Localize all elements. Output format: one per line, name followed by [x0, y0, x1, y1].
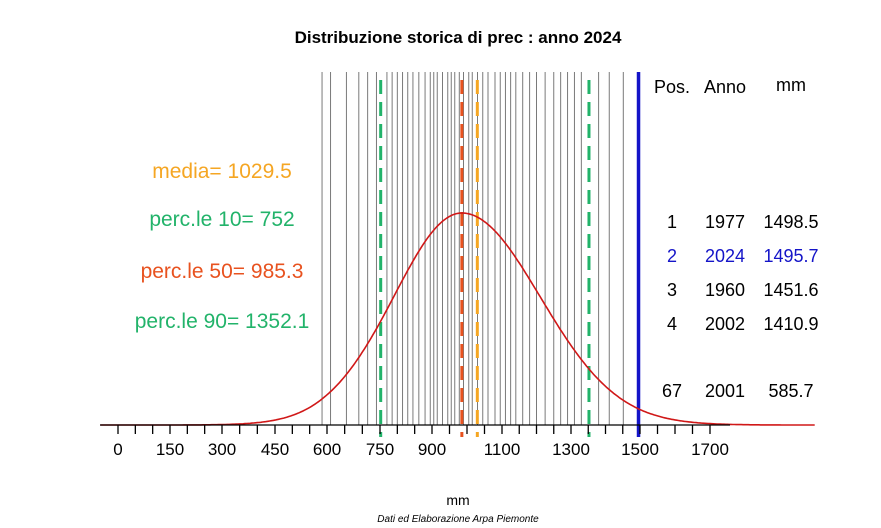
chart-title: Distribuzione storica di prec : anno 202…	[295, 28, 622, 47]
x-axis-label: mm	[446, 492, 469, 508]
table-cell: 1495.7	[763, 246, 818, 266]
table-cell: 1410.9	[763, 314, 818, 334]
x-tick-label: 1100	[484, 440, 521, 459]
table-cell: 4	[667, 314, 677, 334]
p10-label: perc.le 10= 752	[149, 208, 294, 231]
x-tick-label: 0	[113, 440, 122, 459]
p50-label: perc.le 50= 985.3	[141, 260, 304, 283]
table-cell: 2	[667, 246, 677, 266]
year-lines-group	[321, 72, 640, 425]
table-cell: 2002	[705, 314, 745, 334]
x-tick-label: 300	[208, 440, 236, 459]
x-tick-label: 900	[418, 440, 446, 459]
ranking-table: Pos. Anno mm 1 1977 1498.5 2 2024 1495.7 3 1960…	[654, 75, 819, 401]
mean-label: media= 1029.5	[152, 160, 292, 183]
table-cell: 585.7	[768, 381, 813, 401]
table-cell: 1977	[705, 212, 745, 232]
table-header-pos: Pos.	[654, 77, 690, 97]
x-tick-label: 150	[156, 440, 184, 459]
x-axis: 0 150 300 450 600 750 900 1100 1300 1500 1700	[100, 424, 730, 459]
table-cell: 2001	[705, 381, 745, 401]
x-tick-label: 1700	[691, 440, 729, 459]
table-cell: 1	[667, 212, 677, 232]
table-cell: 1960	[705, 280, 745, 300]
table-cell: 2024	[705, 246, 745, 266]
x-tick-label: 450	[261, 440, 289, 459]
x-tick-label: 1300	[552, 440, 590, 459]
table-header-anno: Anno	[704, 77, 746, 97]
x-tick-label: 600	[313, 440, 341, 459]
p90-label: perc.le 90= 1352.1	[135, 310, 310, 333]
credit-text: Dati ed Elaborazione Arpa Piemonte	[377, 514, 539, 525]
table-cell: 67	[662, 381, 682, 401]
table-cell: 3	[667, 280, 677, 300]
x-tick-label: 1500	[621, 440, 659, 459]
x-tick-label: 750	[366, 440, 394, 459]
table-header-mm: mm	[776, 75, 806, 95]
stat-lines-group	[379, 72, 641, 437]
table-cell: 1498.5	[763, 212, 818, 232]
table-cell: 1451.6	[763, 280, 818, 300]
